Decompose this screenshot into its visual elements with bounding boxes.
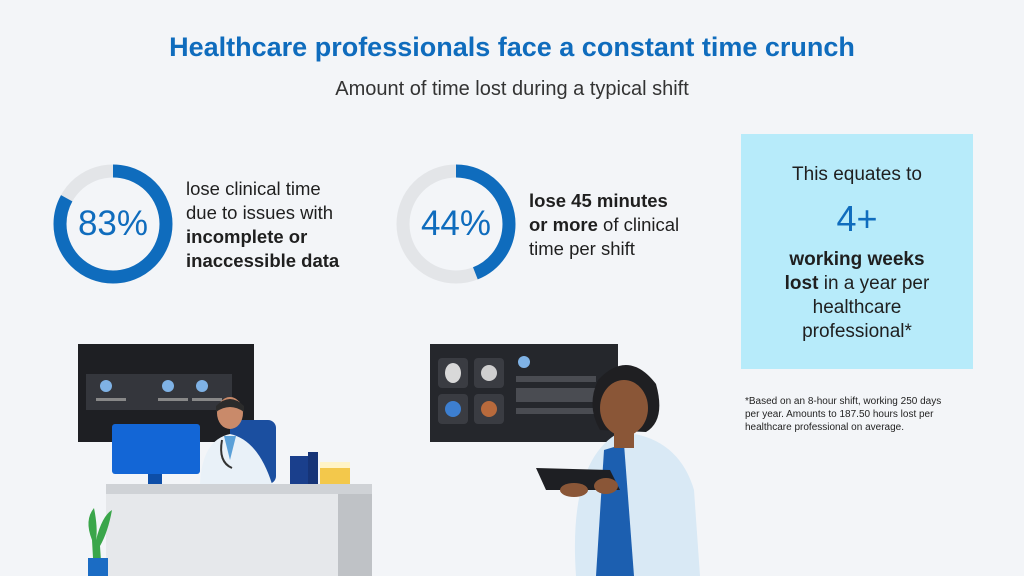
stat-description-44: lose 45 minutes or more of clinical time… [529, 190, 680, 259]
callout-description: working weeks lost in a year per healthc… [784, 249, 930, 342]
desk-top [106, 484, 372, 494]
stethoscope-icon [220, 439, 233, 469]
papers [320, 466, 350, 484]
stat-ring-83: 83% [52, 163, 174, 285]
callout-lead: This equates to [792, 164, 922, 185]
doctor-head [600, 380, 648, 436]
callout-box: This equates to 4+ working weeks lost in… [741, 134, 973, 369]
stat-description-83: lose clinical time due to issues with in… [186, 178, 340, 271]
stat-percent: 83% [77, 204, 149, 243]
doctor-coat [574, 432, 700, 576]
desktop-monitor [112, 424, 200, 474]
stat-ring-44: 44% [395, 163, 517, 285]
stat-percent: 44% [420, 204, 492, 243]
doctor-coat [200, 434, 272, 484]
doctor-with-tablet-illustration [430, 344, 700, 576]
desk [106, 494, 372, 576]
scan-thumbnail [445, 363, 461, 383]
ring-progress [396, 164, 516, 284]
footnote: *Based on an 8-hour shift, working 250 d… [745, 396, 942, 433]
doctor-at-desk-illustration [78, 344, 372, 576]
ring-progress [53, 164, 173, 284]
page-title: Healthcare professionals face a constant… [169, 32, 855, 62]
page-subtitle: Amount of time lost during a typical shi… [335, 78, 689, 100]
callout-figure: 4+ [836, 198, 878, 239]
binders [290, 456, 312, 486]
